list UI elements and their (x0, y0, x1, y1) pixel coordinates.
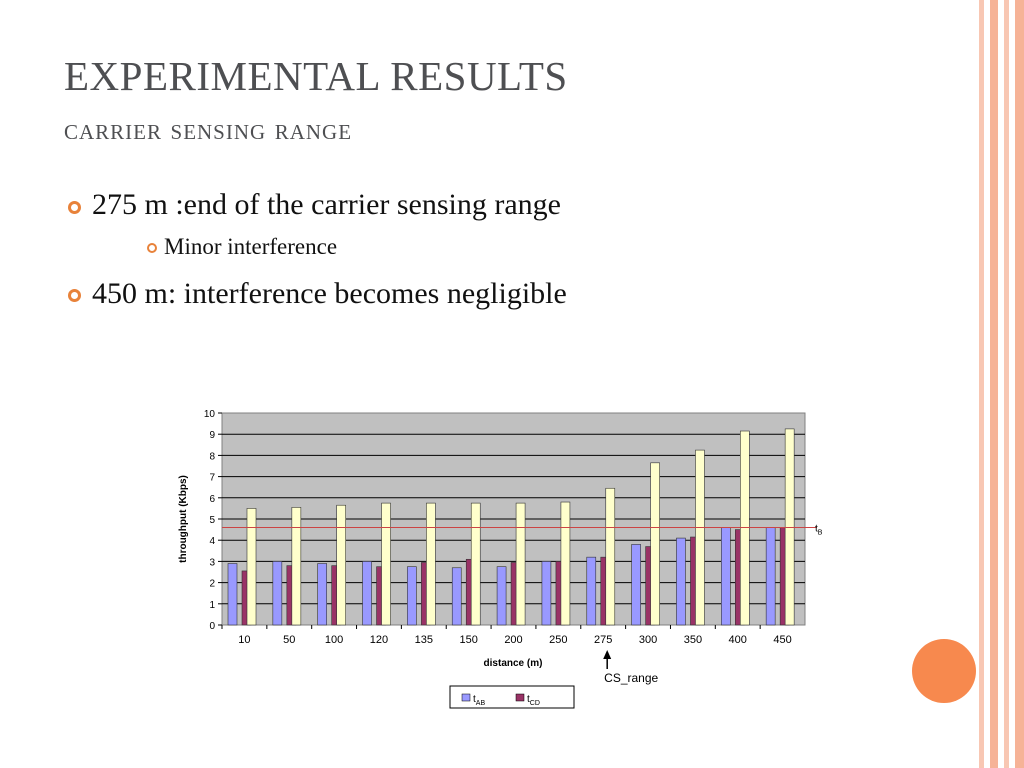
y-tick-label: 10 (204, 409, 216, 420)
bullet-icon (147, 243, 157, 253)
x-tick-label: 200 (504, 634, 522, 646)
cs-range-label: CS_range (604, 671, 658, 685)
y-tick-label: 6 (209, 494, 215, 505)
legend: tAB tCD (449, 685, 575, 709)
y-tick-label: 5 (209, 515, 215, 526)
bullet-icon (68, 289, 81, 302)
bar-t-ab (317, 563, 327, 626)
bar-ideal (246, 508, 257, 626)
x-tick-label: 300 (639, 634, 657, 646)
bar-ideal (560, 501, 571, 626)
bar-ideal (291, 507, 302, 626)
y-tick-label: 4 (209, 536, 215, 547)
y-tick-label: 9 (209, 430, 215, 441)
bar-t-ab (586, 556, 597, 626)
decor-stripe-4 (1015, 0, 1024, 768)
slide-subtitle: carrier sensing range (64, 113, 353, 146)
x-tick-label: 10 (238, 634, 250, 646)
x-axis-label: distance (m) (484, 658, 543, 669)
y-tick-label: 0 (209, 621, 215, 632)
bar-t-ab (451, 567, 462, 626)
bar-t-ab (541, 561, 552, 626)
y-axis-label: throughput (Kbps) (178, 475, 189, 563)
bar-t-ab (765, 527, 776, 626)
legend-swatch-ab (461, 693, 471, 702)
decor-stripe-1 (979, 0, 984, 768)
bullet-icon (68, 201, 81, 214)
x-tick-label: 100 (325, 634, 343, 646)
x-tick-label: 120 (370, 634, 388, 646)
bar-ideal (336, 504, 346, 626)
bar-ideal (381, 502, 391, 626)
legend-swatch-cd (515, 693, 525, 702)
bar-t-ab (362, 561, 372, 626)
bar-t-ab (227, 563, 238, 626)
bar-ideal (784, 428, 795, 626)
x-tick-label: 350 (684, 634, 702, 646)
x-tick-label: 50 (283, 634, 295, 646)
bar-t-ab (407, 566, 417, 626)
x-tick-label: 135 (415, 634, 433, 646)
threshold-label: tB (815, 523, 823, 536)
x-tick-label: 150 (459, 634, 477, 646)
y-tick-label: 8 (209, 451, 215, 462)
bar-t-ab (272, 561, 283, 626)
y-tick-label: 1 (209, 600, 215, 611)
bar-t-ab (676, 537, 686, 626)
bullet-3: 450 m: interference becomes negligible (92, 277, 567, 310)
y-tick-label: 3 (209, 557, 215, 568)
bar-ideal (695, 449, 705, 626)
x-tick-label: 275 (594, 634, 612, 646)
y-tick-label: 7 (209, 473, 215, 484)
bar-ideal (515, 502, 526, 626)
decor-circle (912, 639, 976, 703)
bar-t-ab (496, 566, 507, 626)
decor-stripe-2 (990, 0, 998, 768)
bullet-2: Minor interference (164, 234, 338, 259)
bar-ideal (650, 462, 660, 626)
slide-title: EXPERIMENTAL RESULTS (64, 53, 568, 99)
bar-ideal (426, 502, 436, 626)
x-tick-label: 250 (549, 634, 567, 646)
y-tick-label: 2 (209, 579, 215, 590)
bar-t-ab (631, 544, 641, 626)
bar-ideal (740, 430, 750, 626)
bar-ideal (470, 502, 481, 626)
throughput-chart: tB 0 1 2 3 4 5 6 7 8 9 10 10 50 100 120 135 150 200 250 27… (178, 409, 823, 709)
bullet-1: 275 m :end of the carrier sensing range (92, 188, 561, 221)
cs-range-arrow (603, 650, 612, 669)
x-tick-label: 400 (729, 634, 747, 646)
x-tick-label: 450 (773, 634, 791, 646)
decor-stripe-3 (1004, 0, 1009, 768)
bar-ideal (605, 487, 616, 626)
bar-t-ab (721, 527, 731, 626)
